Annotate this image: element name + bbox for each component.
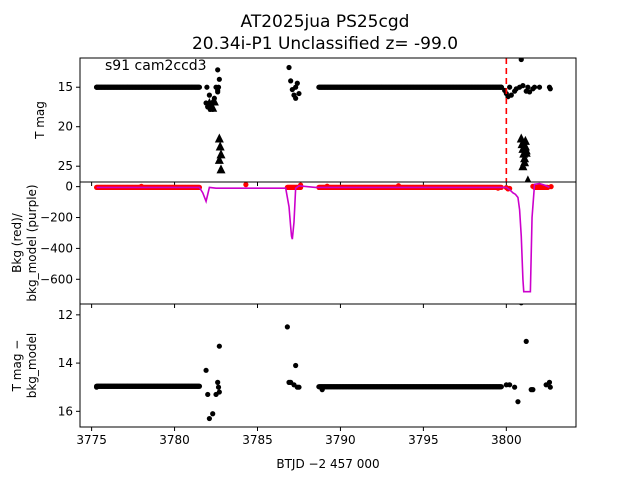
y-axis-label: T mag [33,101,47,140]
data-point [518,304,524,306]
x-tick-label: 3795 [408,433,439,447]
data-point [196,84,203,90]
y-axis-label: bkg_model [25,333,39,399]
data-point [206,92,212,98]
data-point [319,387,325,393]
panels: 15 20 25 T mag s91 cam2ccd3 0 −200 −400 −600 Bkg … [10,57,577,471]
bkg-model-line [96,182,550,293]
data-point [284,324,290,330]
data-point [215,67,221,73]
upper-limit-marker [520,135,530,145]
data-point [547,384,553,390]
y-tick-label: 20 [58,120,73,134]
data-point [546,379,553,385]
panel-bottom: 12 14 16 3775 3780 3785 3790 3795 3800 T mag − bkg… [10,303,577,471]
y-tick-label: 15 [58,80,73,94]
data-point [293,362,299,369]
y-tick-label: 0 [65,180,73,194]
upper-limit-marker [216,149,226,159]
data-point [215,89,221,95]
data-point [520,83,526,89]
y-axis-label: T mag − [10,340,24,393]
chart-title-line1: AT2025jua PS25cgd [241,12,410,32]
data-point [523,338,529,344]
plot-area-middle [93,182,554,293]
data-point [286,64,292,71]
y-tick-label: −600 [40,272,73,286]
y-tick-label: 14 [58,356,73,370]
upper-limit-marker [216,164,226,174]
upper-limit-marker [208,102,218,112]
panel-annotation: s91 cam2ccd3 [105,58,207,74]
plot-area-top [93,58,553,182]
data-point [512,384,518,390]
y-tick-label: 12 [58,308,73,322]
data-point [294,80,300,86]
upper-limit-marker [520,141,530,151]
x-tick-label: 3785 [242,433,273,447]
upper-limit-marker [521,147,531,157]
y-tick-label: −200 [40,211,73,225]
panel-frame [79,57,577,183]
x-tick-label: 3780 [159,433,190,447]
data-point [508,92,514,98]
data-point [216,76,222,82]
x-tick-label: 3775 [76,433,107,447]
upper-limit-marker [215,141,225,151]
data-point [296,90,302,97]
x-axis-label: BTJD −2 457 000 [276,457,379,471]
upper-limit-marker [214,154,224,164]
data-point [526,89,533,95]
upper-limit-marker [209,96,219,106]
y-tick-label: −400 [40,241,73,255]
data-point [93,84,100,90]
data-point [507,382,513,388]
data-point [498,84,504,90]
bkg-point [548,184,554,190]
x-tick-label: 3800 [491,433,522,447]
data-point [518,58,524,63]
data-point [530,387,536,393]
data-point [205,391,211,398]
chart-title-line2: 20.34i-P1 Unclassified z= -99.0 [192,34,458,54]
data-point [498,384,504,390]
panel-middle: 0 −200 −400 −600 Bkg (red)/bkg_model (purple… [10,180,577,308]
data-point [203,367,209,373]
data-point [293,84,299,90]
data-point [515,399,521,405]
data-point [196,383,203,389]
bkg-point [243,182,249,188]
data-point [536,84,543,90]
data-point [215,384,222,390]
data-point [210,411,216,417]
data-point [215,379,221,385]
data-point [216,343,222,349]
x-tick-label: 3790 [325,433,356,447]
upper-limit-marker [525,177,531,182]
panel-frame [79,303,577,428]
data-point [216,389,222,395]
data-point [525,84,531,90]
upper-limit-marker [214,133,224,143]
data-point [531,84,538,90]
data-point [293,95,299,101]
panel-frame [79,181,577,305]
y-tick-label: 25 [58,159,73,173]
y-axis-label: bkg_model (purple) [25,184,39,301]
data-point [296,384,302,390]
data-point [288,78,294,84]
y-axis-label: Bkg (red)/ [10,212,24,273]
upper-limit-marker [520,157,530,167]
data-point [93,384,100,390]
plot-area-bottom [93,304,553,422]
y-tick-label: 16 [58,404,73,418]
data-point [507,84,513,90]
data-point [547,86,553,92]
data-point [204,84,210,90]
panel-top: 15 20 25 T mag s91 cam2ccd3 [33,57,577,186]
data-point [206,415,212,422]
